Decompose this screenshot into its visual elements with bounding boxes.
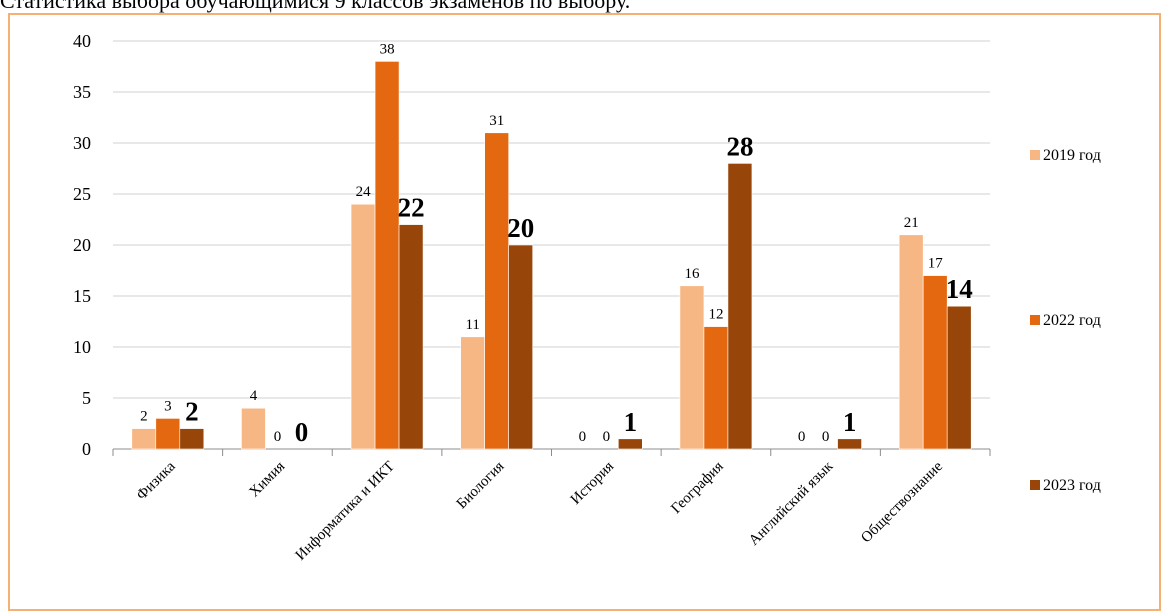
bar <box>703 326 729 450</box>
x-category-label: Химия <box>246 458 288 500</box>
y-tick-label: 15 <box>73 286 91 306</box>
data-label: 0 <box>603 429 611 445</box>
data-label: 22 <box>398 193 425 223</box>
bar <box>131 428 157 450</box>
data-label: 0 <box>295 417 309 447</box>
data-label: 2 <box>140 409 148 425</box>
data-label: 3 <box>164 398 172 414</box>
data-label: 24 <box>356 184 372 200</box>
bar <box>460 336 485 450</box>
bar <box>350 203 376 450</box>
x-category-label: Биология <box>454 458 508 512</box>
x-category-label: Обществознание <box>858 458 946 546</box>
data-label: 14 <box>946 274 973 304</box>
data-label: 17 <box>928 256 944 272</box>
y-tick-label: 5 <box>82 388 91 408</box>
x-category-label: Физика <box>134 458 179 503</box>
bar <box>508 244 533 450</box>
y-tick-label: 0 <box>82 439 91 459</box>
bar <box>922 275 948 450</box>
x-category-label: Информатика и ИКТ <box>293 459 398 564</box>
bar <box>727 163 753 450</box>
legend-swatch <box>1030 150 1040 160</box>
data-label: 11 <box>465 317 479 333</box>
data-label: 1 <box>624 407 638 437</box>
x-category-label: Английский язык <box>746 458 837 549</box>
data-label: 1 <box>843 407 857 437</box>
bar <box>898 234 924 450</box>
data-label: 4 <box>250 388 258 404</box>
bar <box>241 407 266 450</box>
data-label: 0 <box>579 429 587 445</box>
bar <box>679 285 705 450</box>
legend-label: 2019 год <box>1043 147 1101 164</box>
x-category-label: История <box>568 458 617 507</box>
bar <box>618 438 643 450</box>
data-label: 12 <box>708 307 723 323</box>
bar <box>398 224 424 450</box>
y-tick-label: 35 <box>73 82 91 102</box>
y-tick-label: 10 <box>73 337 91 357</box>
data-label: 2 <box>185 397 199 427</box>
bar <box>837 438 862 450</box>
bar <box>946 305 972 450</box>
y-tick-label: 30 <box>73 133 91 153</box>
data-label: 0 <box>822 429 830 445</box>
y-tick-label: 20 <box>73 235 91 255</box>
data-label: 21 <box>904 215 919 231</box>
data-label: 31 <box>489 113 504 129</box>
bar <box>155 418 181 450</box>
document-title: Статистика выбора обучающимися 9 классов… <box>0 0 631 13</box>
y-tick-label: 40 <box>73 31 91 51</box>
legend-label: 2022 год <box>1043 312 1101 329</box>
legend-label: 2023 год <box>1043 477 1101 494</box>
data-label: 28 <box>726 131 753 161</box>
bar <box>374 61 400 450</box>
data-label: 0 <box>274 429 282 445</box>
legend-swatch <box>1030 480 1040 490</box>
bar <box>484 132 509 450</box>
data-label: 0 <box>798 429 806 445</box>
x-category-label: География <box>668 458 727 517</box>
data-label: 20 <box>507 213 534 243</box>
legend-swatch <box>1030 315 1040 325</box>
data-label: 16 <box>684 266 700 282</box>
y-tick-label: 25 <box>73 184 91 204</box>
bar <box>179 428 205 450</box>
data-label: 38 <box>380 41 395 57</box>
